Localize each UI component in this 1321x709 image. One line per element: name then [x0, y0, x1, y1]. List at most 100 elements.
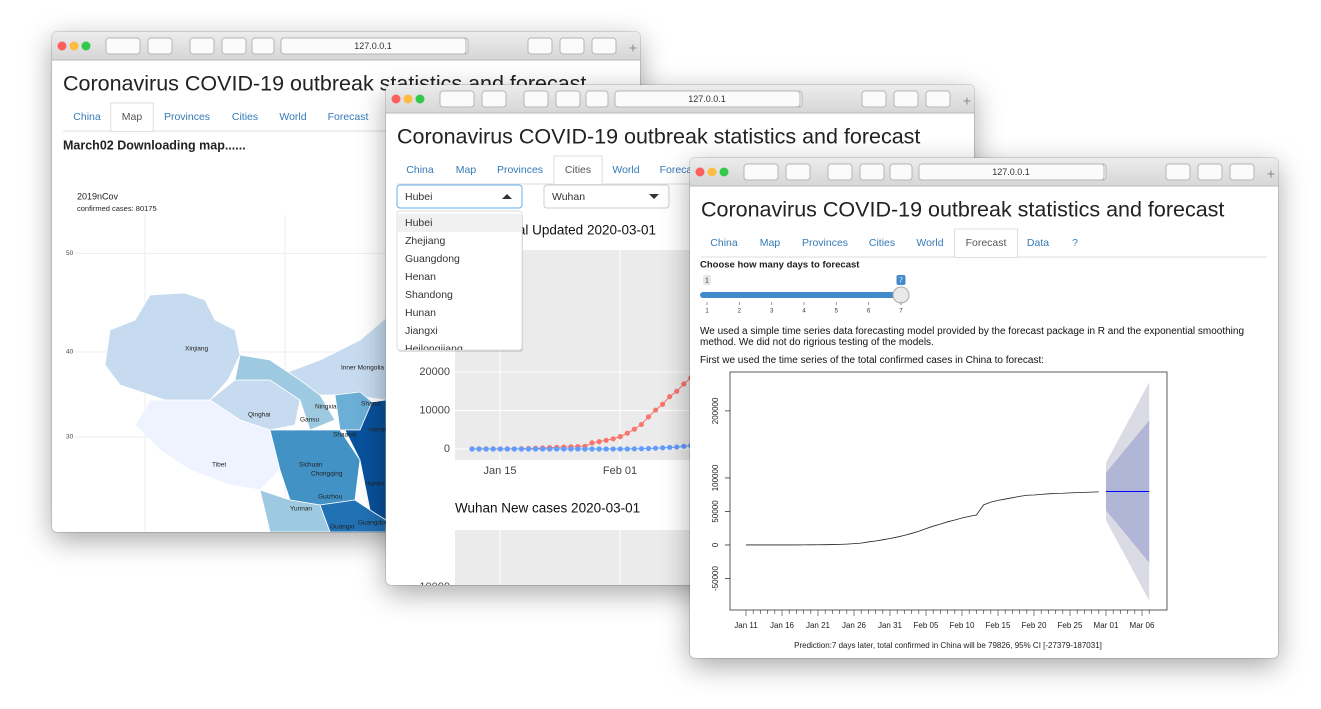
- select-value[interactable]: Hubei: [405, 191, 432, 203]
- tab[interactable]: Provinces: [802, 237, 848, 249]
- series-point: [674, 444, 680, 450]
- url-field[interactable]: [918, 163, 1105, 181]
- tab[interactable]: Data: [1027, 237, 1049, 249]
- toolbar-button[interactable]: [1229, 163, 1255, 181]
- x-tick-label: Mar 06: [1130, 621, 1155, 630]
- new-tab-button[interactable]: +: [629, 40, 637, 56]
- dropdown-option[interactable]: Jiangxi: [405, 325, 438, 337]
- toolbar-button[interactable]: [105, 37, 141, 55]
- tab[interactable]: Cities: [869, 237, 895, 249]
- new-tab-button[interactable]: +: [1267, 166, 1275, 182]
- dropdown-option[interactable]: Zhejiang: [405, 235, 445, 247]
- toolbar-button[interactable]: [925, 90, 951, 108]
- x-tick-label: Jan 15: [483, 465, 516, 477]
- series-point: [638, 421, 645, 428]
- series-point: [624, 430, 630, 436]
- toolbar-button[interactable]: [859, 163, 885, 181]
- tab[interactable]: World: [916, 237, 943, 249]
- window-button[interactable]: [403, 94, 413, 104]
- toolbar-button[interactable]: [481, 90, 507, 108]
- tab[interactable]: Forecast: [328, 111, 369, 123]
- window-button[interactable]: [695, 167, 705, 177]
- series-point: [575, 446, 581, 452]
- slider-tick-label: 7: [899, 309, 903, 315]
- active-tab[interactable]: [110, 102, 154, 132]
- toolbar-button[interactable]: [221, 37, 247, 55]
- series-point: [518, 446, 525, 452]
- tab[interactable]: World: [612, 164, 639, 176]
- slider-min-box: [703, 275, 711, 285]
- window-button[interactable]: [57, 41, 67, 51]
- window-button[interactable]: [415, 94, 425, 104]
- toolbar-button[interactable]: [251, 37, 275, 55]
- x-tick-label: Feb 25: [1058, 621, 1083, 630]
- toolbar-button[interactable]: [785, 163, 811, 181]
- series-point: [660, 445, 666, 451]
- chart-title: Wuhan New cases 2020-03-01: [455, 501, 640, 516]
- dropdown-option[interactable]: Henan: [405, 271, 436, 283]
- url-field[interactable]: [280, 37, 467, 55]
- select-value[interactable]: Wuhan: [552, 191, 585, 203]
- window-button[interactable]: [719, 167, 729, 177]
- toolbar-button[interactable]: [523, 90, 549, 108]
- toolbar-button[interactable]: [827, 163, 853, 181]
- dropdown-option[interactable]: Shandong: [405, 289, 453, 301]
- dropdown: [396, 210, 523, 351]
- slider-value-label: 7: [899, 277, 903, 284]
- toolbar-button[interactable]: [1165, 163, 1191, 181]
- slider-tick-label: 1: [705, 309, 709, 315]
- toolbar-button[interactable]: [147, 37, 173, 55]
- toolbar-button[interactable]: [439, 90, 475, 108]
- tab[interactable]: Map: [122, 111, 143, 123]
- region-label: Sichuan: [299, 462, 323, 469]
- tab[interactable]: World: [279, 111, 306, 123]
- window-button[interactable]: [707, 167, 717, 177]
- select-box[interactable]: [543, 184, 670, 209]
- toolbar-button[interactable]: [527, 37, 553, 55]
- tab[interactable]: Cities: [232, 111, 258, 123]
- tab[interactable]: Provinces: [164, 111, 210, 123]
- slider-tick-label: 6: [867, 309, 871, 315]
- window-button[interactable]: [69, 41, 79, 51]
- series-point: [667, 444, 673, 451]
- window-button[interactable]: [81, 41, 91, 51]
- map-region[interactable]: [234, 354, 336, 431]
- series-point: [582, 446, 588, 452]
- tab[interactable]: China: [406, 164, 434, 176]
- toolbar-button[interactable]: [889, 163, 913, 181]
- toolbar-button[interactable]: [555, 90, 581, 108]
- tab[interactable]: Provinces: [497, 164, 543, 176]
- toolbar-button[interactable]: [585, 90, 609, 108]
- tab[interactable]: Map: [456, 164, 477, 176]
- tab[interactable]: ?: [1072, 237, 1078, 249]
- toolbar-button[interactable]: [1197, 163, 1223, 181]
- dropdown-option[interactable]: Hunan: [405, 307, 436, 319]
- caption: Prediction:7 days later, total confirmed…: [794, 641, 1102, 650]
- new-tab-button[interactable]: +: [963, 93, 971, 109]
- toolbar-button[interactable]: [189, 37, 215, 55]
- dropdown-option[interactable]: Guangdong: [405, 253, 460, 265]
- map-region[interactable]: [104, 292, 241, 406]
- url-field[interactable]: [614, 90, 801, 108]
- slider-handle[interactable]: [892, 286, 910, 304]
- toolbar-button[interactable]: [559, 37, 585, 55]
- toolbar-button[interactable]: [861, 90, 887, 108]
- toolbar-button[interactable]: [591, 37, 617, 55]
- series-point: [603, 446, 609, 452]
- heading: March02 Downloading map......: [63, 138, 246, 152]
- dropdown-option[interactable]: Heilongjiang: [405, 343, 463, 355]
- page-title: Coronavirus COVID-19 outbreak statistics…: [701, 198, 1224, 222]
- tab[interactable]: China: [73, 111, 101, 123]
- series-point: [497, 446, 503, 452]
- tab[interactable]: China: [710, 237, 738, 249]
- window-button[interactable]: [391, 94, 401, 104]
- toolbar-button[interactable]: [893, 90, 919, 108]
- series-point: [674, 388, 680, 394]
- tab[interactable]: Forecast: [966, 237, 1007, 249]
- tab[interactable]: Cities: [565, 164, 591, 176]
- toolbar-button[interactable]: [743, 163, 779, 181]
- select-box[interactable]: [396, 184, 523, 209]
- active-tab[interactable]: [954, 228, 1018, 258]
- dropdown-option[interactable]: Hubei: [405, 217, 432, 229]
- tab[interactable]: Map: [760, 237, 781, 249]
